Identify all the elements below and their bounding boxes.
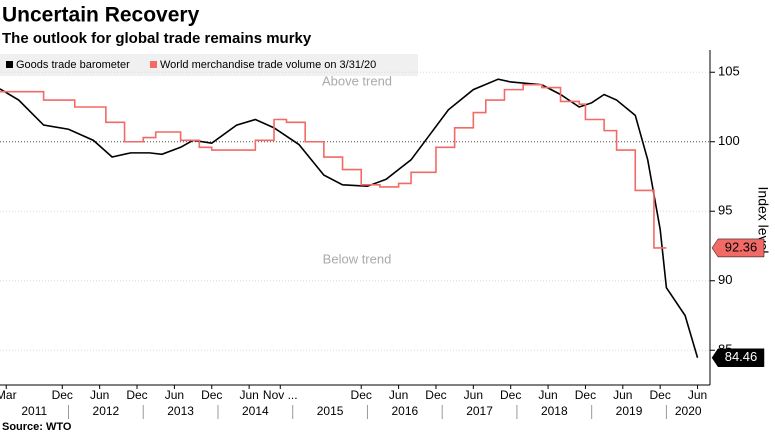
x-tick-label: Dec	[351, 388, 372, 402]
x-tick-label: Dec	[201, 388, 222, 402]
y-tick-label: 100	[718, 133, 740, 148]
x-tick-label: Jun	[389, 388, 408, 402]
callout-box	[711, 238, 765, 258]
year-label: 2018	[541, 404, 568, 418]
year-label: 2012	[93, 404, 120, 418]
series-line	[0, 83, 667, 249]
x-tick-label: Dec	[126, 388, 147, 402]
x-tick-label: Dec	[500, 388, 521, 402]
year-label: 2014	[242, 404, 269, 418]
year-label: 2013	[167, 404, 194, 418]
end-value-callout: 84.46	[711, 348, 765, 368]
source: Source: WTO	[2, 421, 72, 433]
series-line	[0, 78, 699, 358]
x-tick-label: Jun	[464, 388, 483, 402]
x-tick-label: Dec	[52, 388, 73, 402]
legend-swatch	[150, 61, 157, 68]
x-tick-label: Jun	[688, 388, 707, 402]
x-tick-label: Jun	[239, 388, 258, 402]
y-tick-label: 105	[718, 64, 740, 79]
callout-label: 84.46	[725, 349, 758, 364]
year-label: 2019	[616, 404, 643, 418]
callout-label: 92.36	[725, 239, 758, 254]
annotation: Above trend	[322, 73, 392, 88]
x-tick-label: Jun	[90, 388, 109, 402]
x-tick-label: Mar	[0, 388, 17, 402]
end-value-callout: 92.36	[711, 238, 765, 258]
y-tick-label: 95	[718, 203, 732, 218]
x-tick-label: Dec	[425, 388, 446, 402]
legend-swatch	[6, 61, 13, 68]
year-label: 2020	[675, 404, 702, 418]
chart-title: Uncertain Recovery	[2, 4, 200, 27]
x-tick-label: Dec	[650, 388, 671, 402]
y-axis-title: Index level	[755, 187, 771, 254]
x-tick-label: Nov ...	[263, 388, 298, 402]
chart-subtitle: The outlook for global trade remains mur…	[2, 30, 312, 47]
x-tick-label: Dec	[575, 388, 596, 402]
legend-label: Goods trade barometer	[16, 59, 130, 71]
legend-label: World merchandise trade volume on 3/31/2…	[160, 59, 376, 71]
annotation: Below trend	[323, 251, 392, 266]
x-tick-label: Jun	[613, 388, 632, 402]
y-tick-label: 90	[718, 272, 732, 287]
year-label: 2017	[466, 404, 493, 418]
x-tick-label: Jun	[165, 388, 184, 402]
year-label: 2011	[21, 404, 47, 418]
callout-box	[711, 348, 765, 368]
legend-background	[0, 54, 418, 76]
year-label: 2015	[317, 404, 344, 418]
x-tick-label: Jun	[538, 388, 557, 402]
year-label: 2016	[391, 404, 418, 418]
